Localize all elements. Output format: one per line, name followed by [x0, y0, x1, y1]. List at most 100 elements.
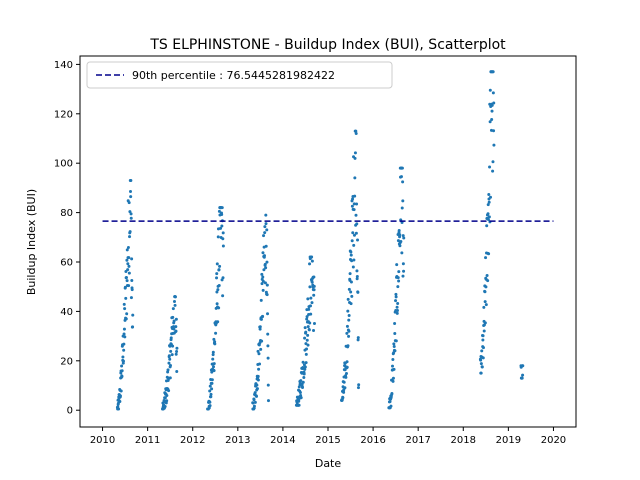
data-point: [304, 352, 308, 356]
x-tick-label: 2011: [135, 435, 160, 446]
data-point: [253, 391, 257, 395]
data-point: [265, 293, 269, 297]
data-point: [260, 282, 264, 286]
data-point: [173, 303, 177, 307]
data-point: [521, 373, 525, 377]
data-point: [129, 195, 133, 199]
data-point: [221, 237, 225, 241]
data-point: [390, 392, 394, 396]
data-point: [490, 103, 494, 107]
data-point: [351, 265, 355, 269]
data-point: [391, 376, 395, 380]
data-point: [261, 275, 265, 279]
data-point: [128, 230, 132, 234]
data-point: [208, 389, 212, 393]
data-point: [256, 349, 260, 353]
data-point: [392, 367, 396, 371]
data-point: [394, 292, 398, 296]
data-point: [398, 233, 402, 237]
data-point: [126, 262, 130, 266]
data-point: [129, 216, 133, 220]
data-point: [401, 274, 405, 278]
data-point: [481, 334, 485, 338]
data-point: [490, 109, 494, 113]
data-point: [305, 315, 309, 319]
data-point: [263, 231, 267, 235]
data-point: [307, 328, 311, 332]
data-point: [394, 299, 398, 303]
data-point: [303, 365, 307, 369]
data-point: [304, 361, 308, 365]
data-point: [170, 353, 174, 357]
data-point: [127, 264, 131, 268]
data-point: [262, 234, 266, 238]
data-point: [266, 383, 270, 387]
data-point: [355, 277, 359, 281]
data-point: [312, 329, 316, 333]
data-point: [347, 313, 351, 317]
data-point: [212, 369, 216, 373]
data-point: [356, 238, 360, 242]
legend: 90th percentile : 76.5445281982422: [86, 61, 393, 89]
data-point: [391, 379, 395, 383]
data-point: [129, 178, 133, 182]
data-point: [341, 396, 345, 400]
data-point: [209, 392, 213, 396]
data-point: [173, 295, 177, 299]
data-point: [124, 317, 128, 321]
data-point: [129, 212, 133, 216]
data-point: [167, 354, 171, 358]
data-point: [130, 288, 134, 292]
data-point: [262, 254, 266, 258]
data-point: [299, 396, 303, 400]
data-point: [343, 386, 347, 390]
data-point: [400, 166, 404, 170]
data-point: [257, 367, 261, 371]
data-point: [491, 91, 495, 95]
data-point: [172, 327, 176, 331]
data-point: [211, 353, 215, 357]
data-point: [312, 321, 316, 325]
data-point: [168, 363, 172, 367]
data-point: [344, 372, 348, 375]
data-point: [215, 272, 219, 276]
data-point: [354, 129, 358, 133]
data-point: [401, 180, 405, 184]
data-point: [174, 325, 178, 329]
data-point: [305, 317, 309, 321]
data-point: [217, 306, 221, 310]
data-point: [392, 345, 396, 349]
data-point: [306, 297, 310, 301]
data-point: [220, 206, 224, 210]
data-point: [479, 371, 483, 375]
data-point: [349, 290, 353, 294]
data-point: [221, 276, 225, 280]
data-point: [130, 279, 134, 283]
data-point: [125, 248, 129, 252]
data-point: [484, 285, 488, 289]
data-point: [260, 272, 264, 276]
data-point: [214, 331, 218, 335]
data-point: [488, 120, 492, 124]
data-point: [351, 197, 355, 201]
data-point: [302, 372, 306, 376]
x-tick-label: 2013: [225, 435, 250, 446]
x-tick-label: 2014: [270, 435, 295, 446]
data-point: [125, 276, 129, 280]
y-tick-label: 40: [60, 307, 73, 318]
data-point: [352, 233, 356, 237]
data-point: [355, 269, 359, 273]
y-axis-ticks: 0 20 40 60 80 100 120 140: [54, 60, 80, 417]
data-point: [487, 252, 491, 256]
data-point: [352, 208, 356, 212]
data-point: [266, 399, 270, 403]
data-point: [169, 336, 173, 340]
data-point: [303, 326, 307, 330]
data-point: [119, 389, 123, 393]
data-point: [486, 218, 490, 222]
data-point: [122, 342, 126, 346]
data-point: [123, 307, 127, 311]
data-point: [301, 385, 305, 389]
data-point: [308, 262, 312, 266]
